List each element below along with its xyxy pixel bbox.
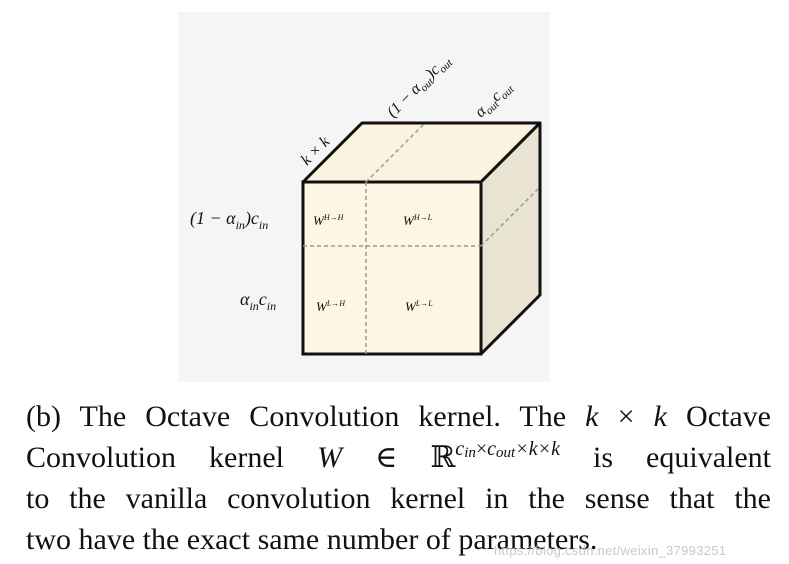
partition-dividers xyxy=(303,122,541,354)
cell-w-low-to-low: WL→L xyxy=(405,299,433,314)
cell-w-high-to-low: WH→L xyxy=(403,213,433,228)
watermark: https://blog.csdn.net/weixin_37993251 xyxy=(494,543,727,558)
figure-caption: (b) The Octave Convolution kernel. The k… xyxy=(26,396,771,560)
octave-kernel-cube-diagram: k × k (1 − αout)cout αoutcout (1 − αin)c… xyxy=(190,51,542,356)
cell-w-high-to-high: WH→H xyxy=(313,213,345,228)
caption-line-4: two have the exact same number of parame… xyxy=(26,523,598,556)
channel-out-high-label: (1 − αout)cout xyxy=(384,51,456,123)
caption-line-2: Convolution kernel W ∈ ℝcin×cout×k×k is … xyxy=(26,438,771,474)
channel-in-low-label: αincin xyxy=(240,289,276,313)
caption-line-3: to the vanilla convolution kernel in the… xyxy=(26,482,771,515)
cube-front-face xyxy=(301,180,483,356)
channel-out-low-label: αoutcout xyxy=(472,77,518,123)
cell-w-low-to-high: WL→H xyxy=(316,299,346,314)
caption-line-1: (b) The Octave Convolution kernel. The k… xyxy=(26,400,771,433)
channel-in-high-label: (1 − αin)cin xyxy=(190,208,268,232)
